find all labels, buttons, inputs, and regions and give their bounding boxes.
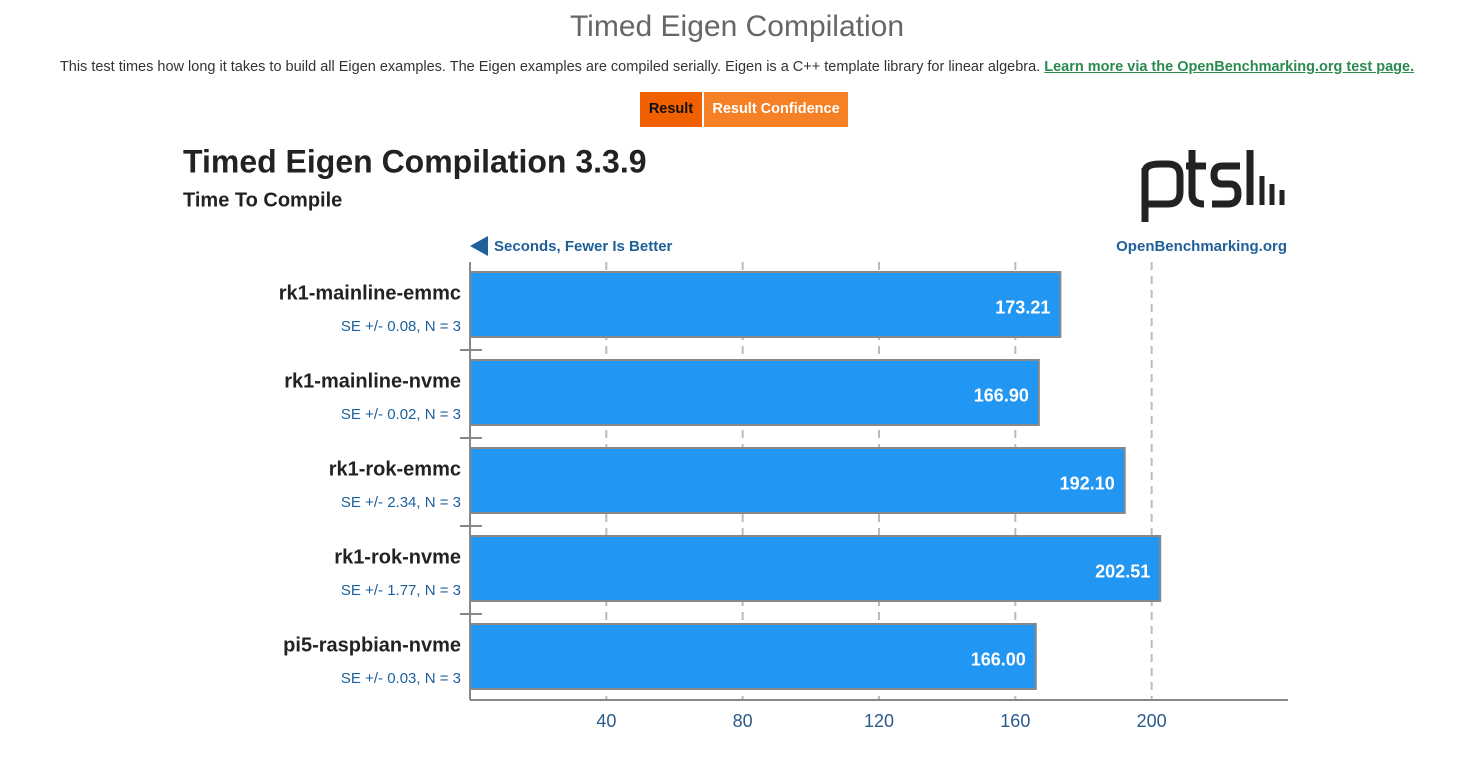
value-label: 173.21 [995,297,1050,317]
bar [469,623,1037,690]
confidence-tab[interactable]: Result Confidence [704,92,848,127]
x-tick-label: 40 [596,711,616,731]
x-tick-label: 80 [733,711,753,731]
result-tab[interactable]: Result [640,92,702,127]
category-label: rk1-rok-nvme [334,546,461,568]
axis-label: Seconds, Fewer Is Better [494,238,673,255]
value-label: 202.51 [1095,561,1150,581]
source: OpenBenchmarking.org [1116,238,1287,255]
bar [469,359,1040,426]
value-label: 166.00 [971,649,1026,669]
bar [469,271,1062,338]
se-label: SE +/- 0.08, N = 3 [341,318,461,335]
bar [469,447,1126,514]
value-label: 166.90 [974,385,1029,405]
se-label: SE +/- 2.34, N = 3 [341,494,461,511]
description-text: This test times how long it takes to bui… [59,59,1041,75]
test-page-link[interactable]: Learn more via the OpenBenchmarking.org … [1044,59,1415,75]
logo [1141,150,1285,222]
chart-title: Timed Eigen Compilation 3.3.9 [183,143,647,179]
category-label: pi5-raspbian-nvme [283,634,461,656]
category-label: rk1-mainline-emmc [279,282,461,304]
category-label: rk1-rok-emmc [329,458,461,480]
se-label: SE +/- 1.77, N = 3 [341,582,461,599]
chart-subtitle: Time To Compile [183,189,342,211]
direction-arrow [470,236,488,256]
category-label: rk1-mainline-nvme [284,370,461,392]
x-tick-label: 160 [1000,711,1030,731]
value-label: 192.10 [1060,473,1115,493]
bar [469,535,1162,602]
page-title: Timed Eigen Compilation [569,10,905,43]
se-label: SE +/- 0.02, N = 3 [341,406,461,423]
se-label: SE +/- 0.03, N = 3 [341,670,461,687]
description: This test times how long it takes to bui… [0,59,1474,75]
x-tick-label: 120 [864,711,894,731]
x-tick-label: 200 [1137,711,1167,731]
